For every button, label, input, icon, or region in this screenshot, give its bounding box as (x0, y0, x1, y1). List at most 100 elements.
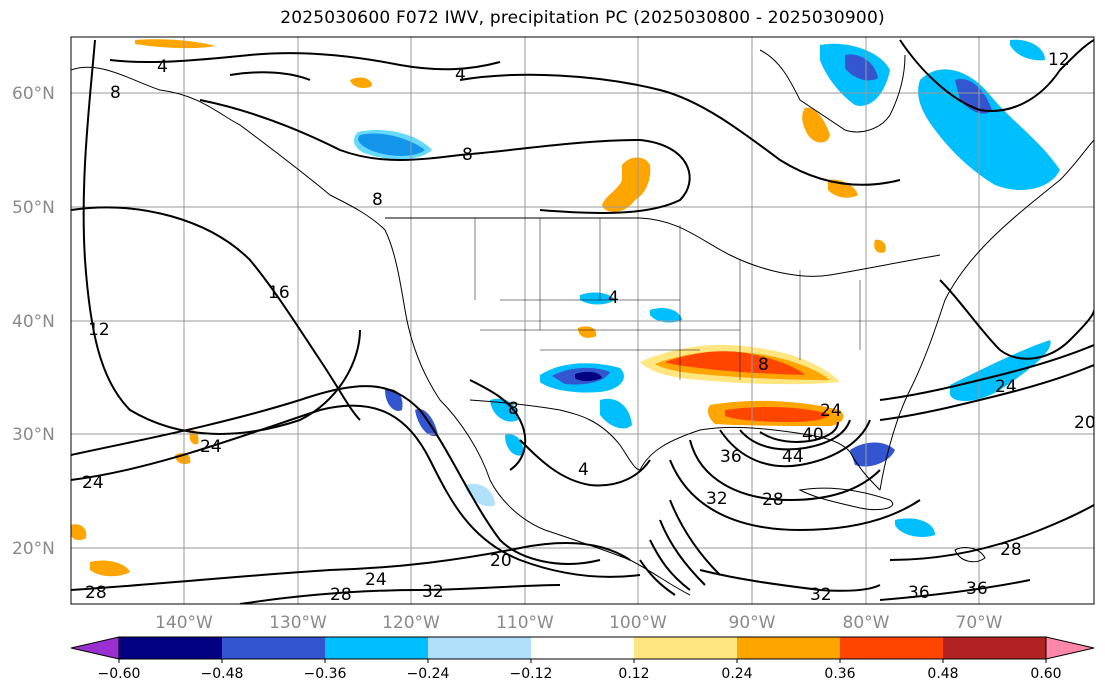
latlon-gridlines (71, 37, 1094, 604)
precipitation-pc-fills (71, 39, 1060, 577)
north-america-coast-east (879, 139, 1094, 491)
colorbar-tick-label: 0.48 (927, 666, 958, 682)
colorbar-bin (222, 637, 325, 659)
pc-positive-pacific-4 (71, 524, 87, 541)
iwv-contour-8-canada (459, 73, 901, 186)
pc-negative-alaska-outer (353, 130, 432, 160)
iwv-label-32-carib: 32 (810, 585, 832, 605)
colorbar: −0.60 −0.48 −0.36 −0.24 −0.12 0.12 0.24 0.36 0.4… (70, 636, 1095, 682)
pc-negative-hudson-bay-inner (845, 54, 878, 81)
iwv-contour-24-east (879, 344, 1094, 401)
lon-label-80: 80°W (843, 613, 890, 633)
iwv-label-32-south: 32 (422, 582, 444, 602)
iwv-contour-28-carib (889, 504, 1094, 561)
colorbar-bin (840, 637, 943, 659)
iwv-label-24-gulf: 24 (820, 401, 842, 421)
colorbar-extend-max (1045, 636, 1095, 660)
coastlines-borders (71, 49, 1094, 596)
pc-negative-labrador (918, 69, 1060, 190)
colorbar-bin (634, 637, 737, 659)
lon-label-140: 140°W (155, 613, 213, 633)
lon-label-90: 90°W (729, 613, 776, 633)
iwv-contour-28 (71, 542, 631, 591)
iwv-contour-4-north (109, 52, 501, 71)
iwv-label-20-mexico: 20 (490, 551, 512, 571)
iwv-contour-12-west (82, 39, 361, 435)
iwv-contour-40-gulf (739, 419, 851, 451)
iwv-label-16: 16 (268, 283, 290, 303)
iwv-label-8-canada: 8 (462, 145, 473, 165)
iwv-contour-24 (71, 404, 641, 578)
lon-label-120: 120°W (382, 613, 440, 633)
pc-positive-colorado (578, 326, 597, 338)
colorbar-extend-min (70, 636, 120, 660)
iwv-label-4-interior: 4 (578, 460, 589, 480)
colorbar-bin (119, 637, 222, 659)
iwv-contour-28-east (879, 364, 1094, 421)
latitude-axis: 20°N 30°N 40°N 50°N 60°N (12, 84, 55, 559)
iwv-label-28-south: 28 (330, 585, 352, 605)
pc-positive-band-gulf-core (725, 406, 830, 422)
state-lines (474, 218, 861, 380)
lon-label-110: 110°W (496, 613, 554, 633)
map-plot-area: 4 4 8 8 8 12 12 16 20 20 24 24 24 24 24 … (71, 37, 1094, 605)
pc-negative-mexico-2 (505, 434, 524, 456)
iwv-contour-32-south (699, 569, 881, 592)
pc-negative-labrador-inner (955, 79, 992, 114)
iwv-contour-mexico-stack-3 (659, 519, 706, 586)
iwv-label-4-nevada: 4 (608, 288, 619, 308)
pc-negative-caribbean (895, 518, 935, 537)
iwv-contour-12-east (899, 39, 1094, 112)
lon-label-70: 70°W (956, 613, 1003, 633)
pc-positive-yukon (350, 77, 372, 88)
pc-negative-florida (850, 442, 895, 467)
colorbar-bin (737, 637, 840, 659)
iwv-label-12-labrador: 12 (1048, 50, 1070, 70)
iwv-label-28-pacific: 28 (85, 583, 107, 603)
iwv-contour-mexico-stack-4 (669, 499, 721, 576)
lat-label-40: 40°N (12, 312, 55, 332)
colorbar-tick-label: −0.24 (407, 666, 450, 682)
iwv-label-24-south: 24 (365, 570, 387, 590)
colorbar-tick-label: 0.24 (721, 666, 752, 682)
plot-frame (70, 36, 1095, 605)
iwv-label-28-carib: 28 (1000, 540, 1022, 560)
lat-label-20: 20°N (12, 539, 55, 559)
colorbar-tick-label: 0.36 (824, 666, 855, 682)
colorbar-tick-label: −0.48 (201, 666, 244, 682)
iwv-contour-8-north (199, 99, 691, 214)
north-america-coast-west (71, 66, 691, 596)
colorbar-tick-label: −0.60 (98, 666, 141, 682)
pc-negative-southwest-min (575, 371, 602, 381)
iwv-contour-mexico-stack-1 (639, 559, 676, 596)
iwv-label-24-pacific: 24 (82, 473, 104, 493)
pc-positive-pacific-3 (90, 560, 130, 577)
iwv-label-4-nw: 4 (157, 57, 168, 77)
iwv-contour-16-west (71, 206, 361, 421)
colorbar-tick-label: 0.12 (618, 666, 649, 682)
longitude-axis: 140°W 130°W 120°W 110°W 100°W 90°W 80°W … (155, 613, 1003, 633)
chart-title: 2025030600 F072 IWV, precipitation PC (2… (280, 8, 885, 28)
colorbar-outline (118, 636, 1047, 660)
iwv-label-8-nw: 8 (110, 83, 121, 103)
lat-label-60: 60°N (12, 84, 55, 104)
iwv-label-24-atlantic: 24 (995, 377, 1017, 397)
us-mexico-border (469, 399, 641, 471)
lon-label-130: 130°W (269, 613, 327, 633)
north-america-coast-gulf (639, 426, 881, 491)
pc-positive-northwest (135, 39, 215, 49)
iwv-label-12-pacific: 12 (88, 320, 110, 340)
iwv-label-8-bc: 8 (372, 190, 383, 210)
cuba-coast (798, 487, 893, 511)
pc-positive-hudson (802, 107, 830, 143)
us-canada-border (385, 217, 941, 277)
iwv-label-4-yukon: 4 (455, 65, 466, 85)
iwv-label-28-gulf: 28 (762, 490, 784, 510)
iwv-label-32-gulf: 32 (706, 489, 728, 509)
iwv-contour-mexico-stack-2 (649, 539, 691, 591)
lon-label-100: 100°W (609, 613, 667, 633)
iwv-label-24-hawaii: 24 (200, 437, 222, 457)
pc-negative-mexico-3 (465, 483, 495, 507)
iwv-contours (71, 39, 1094, 604)
